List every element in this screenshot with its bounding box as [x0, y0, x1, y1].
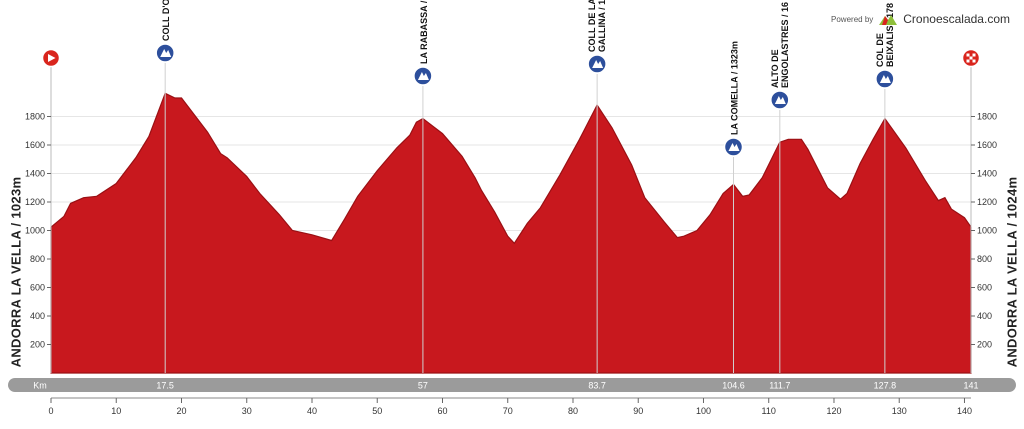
finish-location-label: ANDORRA LA VELLA / 1024m	[1004, 176, 1020, 368]
y-tick-label-left: 400	[30, 311, 45, 321]
y-tick-label-right: 1200	[977, 197, 997, 207]
climb-label-line: COLL DE LA	[587, 0, 597, 52]
km-bar-mark: 17.5	[156, 381, 174, 391]
mountain-category-icon	[413, 66, 433, 86]
km-bar-mark: 127.8	[874, 381, 897, 391]
climb-label: COLL DE LAGALLINA / 1	[587, 0, 607, 52]
profile-area	[50, 92, 972, 374]
x-tick-label: 110	[762, 406, 776, 416]
y-tick-label-right: 1600	[977, 140, 997, 150]
y-tick-label-left: 800	[30, 254, 45, 264]
play-icon	[41, 48, 61, 68]
x-tick-label: 50	[372, 406, 382, 416]
km-bar-mark: 57	[418, 381, 428, 391]
finish-marker-square	[972, 53, 976, 57]
x-tick-label: 10	[111, 406, 121, 416]
km-bar-mark: 83.7	[588, 381, 606, 391]
climb-label-line: COL DE	[875, 33, 885, 67]
climb-marker-glyph	[728, 143, 740, 151]
km-bar	[8, 378, 1016, 392]
climb-label: LA RABASSA /	[419, 0, 429, 64]
x-tick-label: 90	[633, 406, 643, 416]
y-tick-label-left: 1000	[25, 226, 45, 236]
km-bar-mark: 104.6	[722, 381, 745, 391]
climb-label: ALTO DEENGOLASTRES / 16	[770, 2, 790, 88]
climb-label-line: LA RABASSA /	[419, 0, 429, 64]
climb-marker-glyph	[879, 75, 891, 83]
start-location-label: ANDORRA LA VELLA / 1023m	[8, 176, 24, 368]
x-tick-label: 70	[503, 406, 513, 416]
brand-name-text: Cronoescalada.com	[903, 12, 1010, 26]
climb-label: COLL D'O	[161, 0, 171, 41]
y-tick-label-left: 200	[30, 340, 45, 350]
x-tick-label: 100	[696, 406, 711, 416]
climb-marker-glyph	[592, 60, 604, 68]
x-tick-label: 130	[892, 406, 907, 416]
climb-label-line: GALLINA / 1	[597, 0, 607, 52]
x-tick-label: 60	[437, 406, 447, 416]
mountain-category-icon	[723, 137, 744, 157]
finish-marker-square	[966, 53, 970, 57]
climb-label-line: BEIXALIS / 178	[885, 3, 895, 67]
mountain-category-icon	[770, 90, 790, 110]
x-tick-label: 20	[176, 406, 186, 416]
finish-marker-square	[966, 59, 970, 63]
x-tick-label: 0	[48, 406, 53, 416]
y-tick-label-left: 1800	[25, 112, 45, 122]
x-tick-label: 120	[826, 406, 841, 416]
x-tick-label: 140	[957, 406, 972, 416]
climb-label-line: COLL D'O	[161, 0, 171, 41]
checkered-flag-icon	[961, 48, 981, 68]
km-bar-mark: 111.7	[769, 381, 790, 391]
powered-by-text: Powered by	[831, 14, 874, 24]
x-tick-label: 80	[568, 406, 578, 416]
climb-marker-glyph	[417, 72, 429, 80]
y-tick-label-left: 1200	[25, 197, 45, 207]
mountain-category-icon	[587, 54, 607, 74]
x-tick-label: 40	[307, 406, 317, 416]
km-bar-label: Km	[33, 381, 47, 391]
finish-marker-square	[972, 59, 976, 63]
y-tick-label-right: 600	[977, 283, 992, 293]
y-tick-label-right: 1000	[977, 226, 997, 236]
km-bar-mark: 141	[963, 381, 978, 391]
mountain-category-icon	[155, 43, 175, 63]
y-tick-label-right: 800	[977, 254, 992, 264]
climb-label-line: LA COMELLA / 1323m	[729, 41, 739, 135]
climb-label-line: ENGOLASTRES / 16	[780, 2, 790, 88]
climb-marker-glyph	[160, 49, 172, 57]
brand-logo-area: Powered by Cronoescalada.com	[831, 12, 1010, 26]
climb-marker-glyph	[774, 96, 786, 104]
y-tick-label-left: 600	[30, 283, 45, 293]
climb-label-line: ALTO DE	[770, 49, 780, 88]
y-tick-label-right: 1400	[977, 169, 997, 179]
x-tick-label: 30	[242, 406, 252, 416]
mountain-logo-icon	[879, 15, 898, 25]
climb-label: COL DEBEIXALIS / 178	[875, 3, 895, 67]
y-tick-label-left: 1600	[25, 140, 45, 150]
y-tick-label-right: 1800	[977, 112, 997, 122]
mountain-category-icon	[875, 69, 895, 89]
finish-marker-square	[969, 56, 973, 60]
climb-label: LA COMELLA / 1323m	[729, 41, 739, 135]
start-marker-glyph	[48, 54, 56, 62]
y-tick-label-right: 200	[977, 340, 992, 350]
y-tick-label-left: 1400	[25, 169, 45, 179]
y-tick-label-right: 400	[977, 311, 992, 321]
